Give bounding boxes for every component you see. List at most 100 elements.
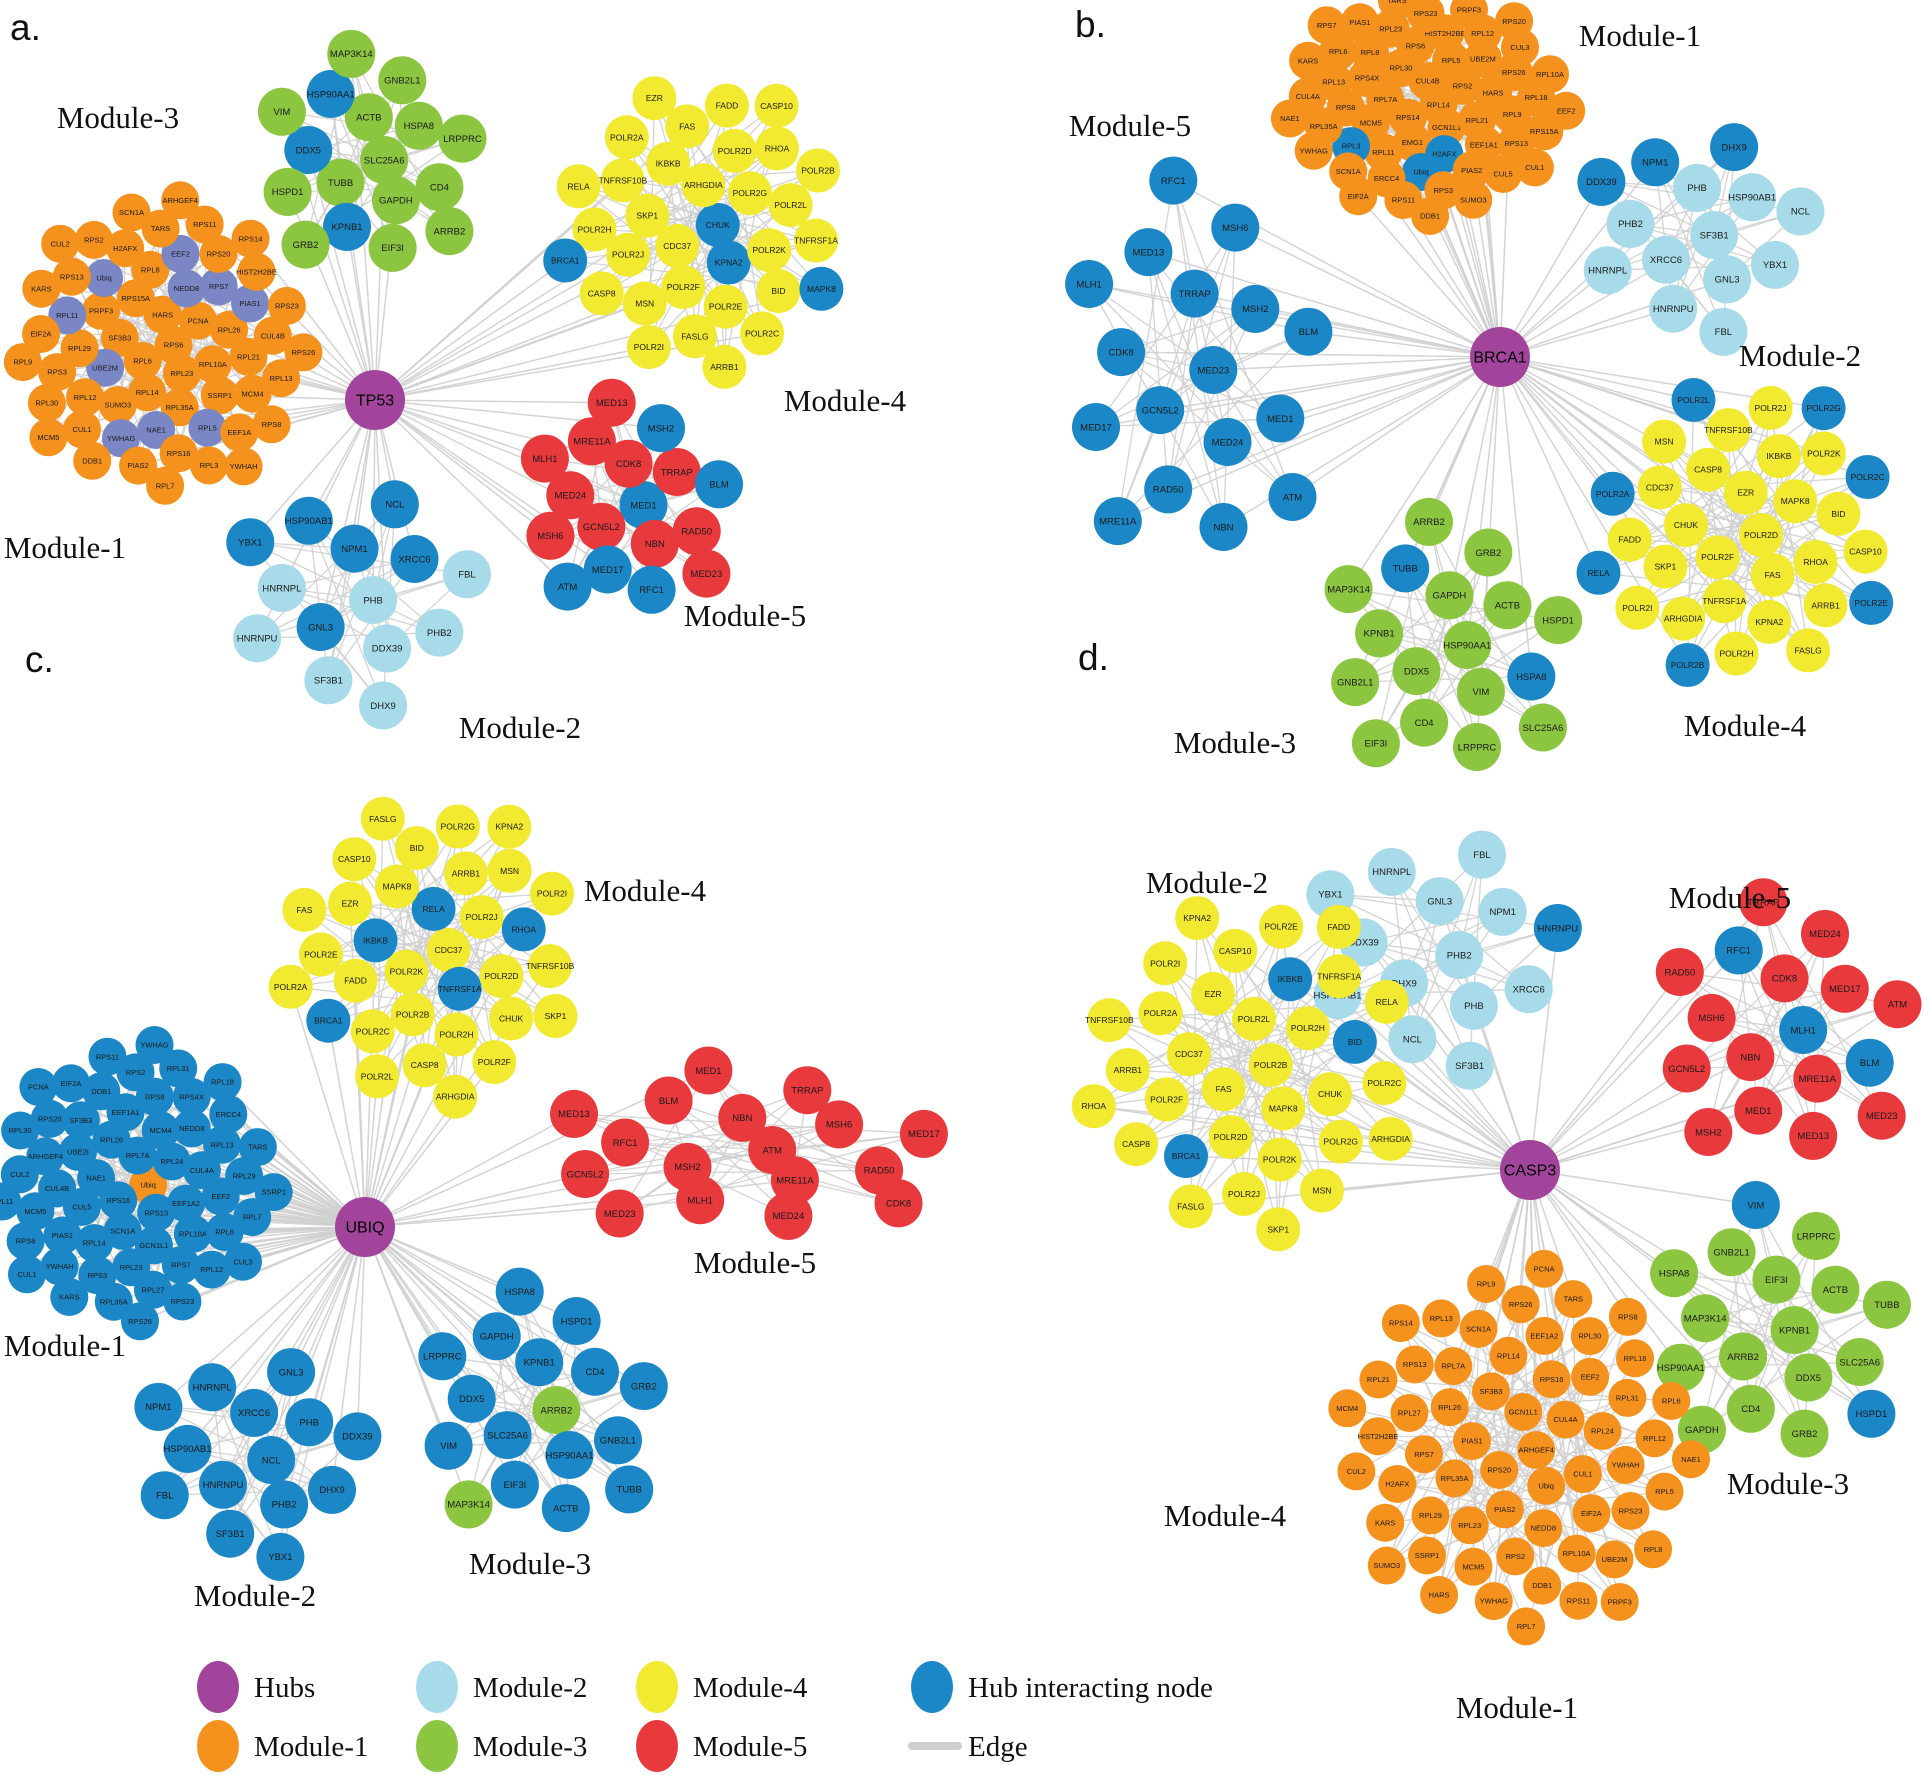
node-MED24[interactable] xyxy=(546,471,595,520)
node-FBL[interactable] xyxy=(140,1471,189,1520)
node-POLR2D[interactable] xyxy=(1208,1115,1253,1159)
node-DHX9[interactable] xyxy=(308,1465,356,1514)
node-LRPPRC[interactable] xyxy=(1792,1212,1840,1260)
node-POLR2J[interactable] xyxy=(459,895,504,940)
node-HSPA8[interactable] xyxy=(1507,652,1556,701)
node-RPS13[interactable] xyxy=(137,1193,176,1232)
node-KARS[interactable] xyxy=(1289,41,1328,80)
node-NEDD8[interactable] xyxy=(1524,1509,1563,1548)
node-POLR2K[interactable] xyxy=(747,228,792,273)
node-POLR2L[interactable] xyxy=(768,183,813,228)
node-POLR2L[interactable] xyxy=(1232,996,1276,1041)
node-RELA[interactable] xyxy=(1364,979,1409,1024)
node-RFC1[interactable] xyxy=(1714,926,1763,975)
node-RPS26[interactable] xyxy=(121,1302,159,1341)
node-CASP10[interactable] xyxy=(1213,928,1258,973)
node-NBN[interactable] xyxy=(630,519,679,568)
node-TNFRSF1A[interactable] xyxy=(1702,579,1747,624)
node-POLR2G[interactable] xyxy=(1318,1119,1363,1164)
node-RPL7A[interactable] xyxy=(1434,1347,1473,1386)
node-PHB2[interactable] xyxy=(1435,931,1484,979)
node-CHUK[interactable] xyxy=(1308,1072,1353,1117)
node-SLC25A6[interactable] xyxy=(360,136,409,184)
node-TNFRSF10B[interactable] xyxy=(600,158,645,203)
node-DDX5[interactable] xyxy=(1392,647,1441,696)
node-YWHAG[interactable] xyxy=(1474,1582,1513,1621)
node-RPS4X[interactable] xyxy=(172,1078,211,1116)
node-CDC37[interactable] xyxy=(655,223,700,268)
node-CUL1[interactable] xyxy=(8,1255,46,1294)
node-HSP90AB1[interactable] xyxy=(1728,173,1777,222)
node-MCM4[interactable] xyxy=(1328,1389,1367,1428)
node-DHX9[interactable] xyxy=(1710,123,1759,172)
node-RHOA[interactable] xyxy=(501,907,546,952)
node-POLR2H[interactable] xyxy=(1714,631,1759,676)
node-BID[interactable] xyxy=(394,826,439,871)
node-GRB2[interactable] xyxy=(1780,1409,1829,1458)
node-MAP3K14[interactable] xyxy=(1681,1294,1730,1343)
node-POLR2D[interactable] xyxy=(1739,513,1783,557)
node-MCM4[interactable] xyxy=(233,374,272,413)
node-RPS2[interactable] xyxy=(1496,1537,1535,1576)
node-CUL4A[interactable] xyxy=(1546,1400,1585,1439)
node-EEF2[interactable] xyxy=(1571,1357,1610,1396)
node-RFC1[interactable] xyxy=(1149,156,1198,205)
node-DDB1[interactable] xyxy=(1523,1566,1562,1605)
node-RPL7[interactable] xyxy=(146,466,185,505)
node-MED24[interactable] xyxy=(1203,418,1252,466)
node-RPL5[interactable] xyxy=(188,408,227,447)
node-NBN[interactable] xyxy=(1199,503,1248,551)
node-YWHAH[interactable] xyxy=(40,1247,79,1286)
node-ARRB1[interactable] xyxy=(1105,1048,1150,1093)
node-RPS14[interactable] xyxy=(231,219,270,258)
node-POLR2E[interactable] xyxy=(703,284,748,329)
node-MCM5[interactable] xyxy=(16,1192,55,1231)
node-MSN[interactable] xyxy=(487,848,532,893)
node-TNFRSF10B[interactable] xyxy=(1087,998,1132,1043)
node-MSN[interactable] xyxy=(1642,419,1687,464)
node-POLR2J[interactable] xyxy=(1748,385,1793,430)
node-SF3B3[interactable] xyxy=(100,318,139,357)
hub-TP53[interactable] xyxy=(345,370,405,430)
node-MED1[interactable] xyxy=(684,1046,733,1095)
node-ARHGDIA[interactable] xyxy=(1368,1116,1413,1161)
node-FAS[interactable] xyxy=(1201,1067,1246,1112)
node-H2AFX[interactable] xyxy=(106,229,145,268)
node-MED17[interactable] xyxy=(1072,403,1120,451)
node-GNL3[interactable] xyxy=(1703,255,1752,304)
node-RPL18[interactable] xyxy=(203,1063,242,1102)
node-RPS20[interactable] xyxy=(30,1099,69,1138)
node-CD4[interactable] xyxy=(415,163,464,212)
node-HNRNPL[interactable] xyxy=(257,564,306,612)
node-RPL7[interactable] xyxy=(1507,1607,1546,1646)
node-SUMO3[interactable] xyxy=(1454,180,1493,219)
node-RPL11[interactable] xyxy=(48,296,87,335)
node-RPL14[interactable] xyxy=(75,1224,114,1263)
node-PHB[interactable] xyxy=(285,1398,334,1447)
hub-UBIQ[interactable] xyxy=(335,1197,395,1257)
node-POLR2C[interactable] xyxy=(1845,455,1890,499)
node-TUBB[interactable] xyxy=(316,158,365,207)
node-MCM5[interactable] xyxy=(1454,1547,1493,1586)
node-GCN1L1[interactable] xyxy=(1504,1393,1543,1431)
node-EZR[interactable] xyxy=(632,76,677,121)
node-POLR2J[interactable] xyxy=(606,232,651,277)
node-MLH1[interactable] xyxy=(520,434,569,483)
node-DDX39[interactable] xyxy=(363,624,412,673)
node-RPS14[interactable] xyxy=(1381,1304,1420,1343)
node-FAS[interactable] xyxy=(665,104,710,149)
node-RPS6[interactable] xyxy=(6,1222,45,1261)
node-KARS[interactable] xyxy=(22,269,61,308)
node-RPS8[interactable] xyxy=(1608,1297,1647,1336)
node-YWHAG[interactable] xyxy=(1294,131,1333,170)
node-RPS23[interactable] xyxy=(163,1282,202,1321)
node-BID[interactable] xyxy=(1816,491,1861,536)
node-RPL5[interactable] xyxy=(1645,1472,1684,1511)
node-POLR2I[interactable] xyxy=(1143,941,1188,986)
node-RPS23[interactable] xyxy=(267,286,306,325)
node-RPS7[interactable] xyxy=(199,267,238,306)
node-LRPPRC[interactable] xyxy=(1453,723,1501,771)
node-TRRAP[interactable] xyxy=(1170,269,1219,318)
node-PRPF3[interactable] xyxy=(1600,1583,1639,1621)
node-CD4[interactable] xyxy=(571,1347,619,1396)
